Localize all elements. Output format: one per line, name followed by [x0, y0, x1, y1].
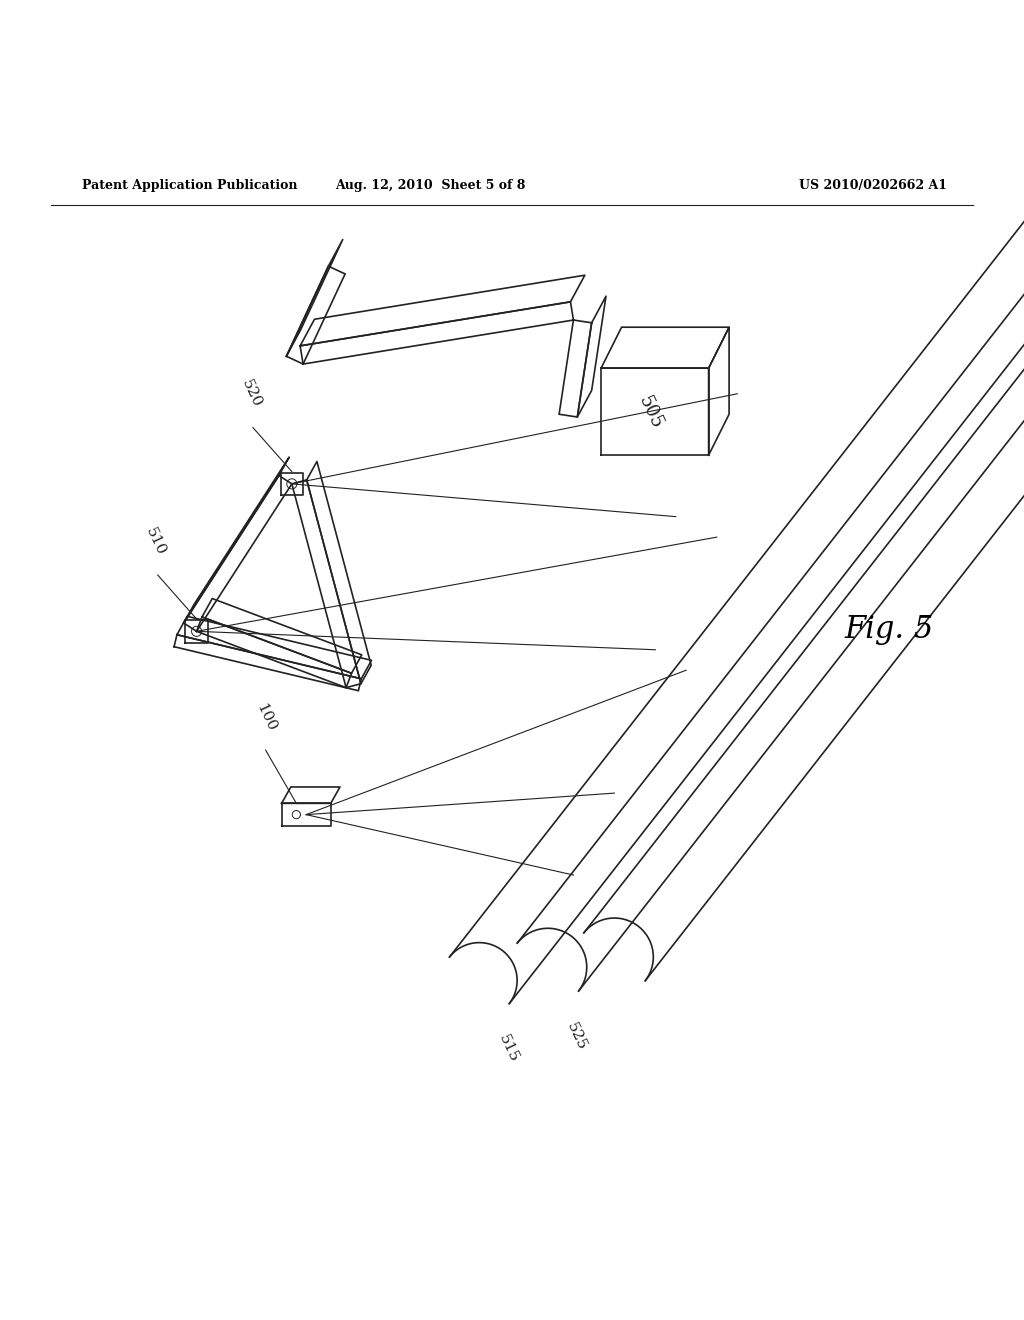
- Text: 520: 520: [239, 378, 263, 411]
- Text: Aug. 12, 2010  Sheet 5 of 8: Aug. 12, 2010 Sheet 5 of 8: [335, 180, 525, 193]
- Text: 525: 525: [564, 1020, 589, 1052]
- Text: Fig. 5: Fig. 5: [845, 614, 934, 644]
- Text: Patent Application Publication: Patent Application Publication: [82, 180, 297, 193]
- Text: 510: 510: [143, 525, 168, 557]
- Text: 100: 100: [253, 701, 279, 734]
- Text: US 2010/0202662 A1: US 2010/0202662 A1: [799, 180, 947, 193]
- Text: 505: 505: [635, 393, 666, 432]
- Text: 515: 515: [497, 1032, 521, 1064]
